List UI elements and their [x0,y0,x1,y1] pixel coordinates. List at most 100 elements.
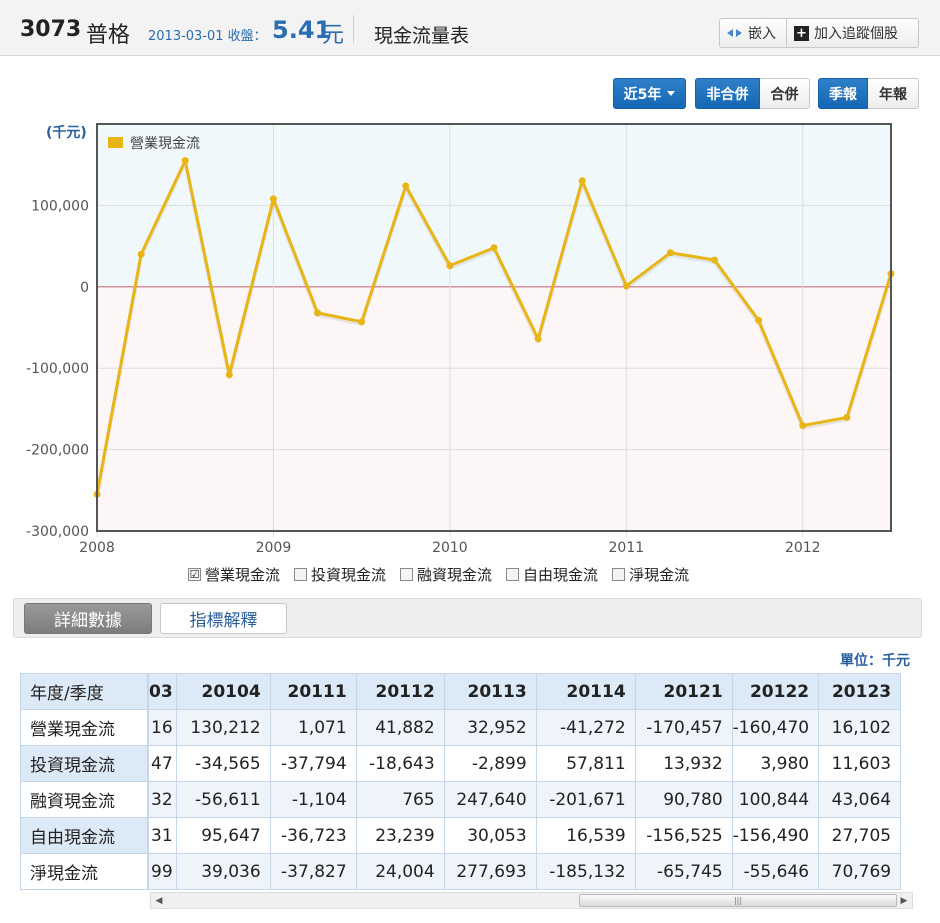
column-header: 20122 [731,673,820,710]
stock-id: 3073 [20,17,82,42]
table-cell: -37,794 [269,745,357,782]
table-cell: -37,827 [269,853,357,890]
data-point[interactable] [755,316,763,324]
data-point[interactable] [843,413,851,421]
chevron-down-icon [667,91,676,96]
table-cell: 70,769 [818,853,902,890]
negative-region [97,286,891,531]
table-cell: 27,705 [818,817,902,854]
cash-flow-table: 年度/季度 營業現金流 投資現金流 融資現金流 自由現金流 淨現金流 03 201… [20,673,913,891]
range-dropdown-label: 近5年 [623,86,662,103]
scroll-right-icon[interactable]: ▶ [900,895,908,906]
data-point[interactable] [402,182,410,190]
data-point[interactable] [578,177,586,185]
series-toggle-free[interactable]: 自由現金流 [506,564,598,584]
series-toggle-net[interactable]: 淨現金流 [612,564,689,584]
plus-icon: + [794,25,809,41]
table-cell: -156,490 [731,817,820,854]
embed-button[interactable]: 嵌入 [719,18,787,48]
plot-border [96,123,892,532]
series-toggle-label: 投資現金流 [311,565,387,584]
column-header: 20104 [175,673,271,710]
table-cell: 277,693 [443,853,537,890]
data-point[interactable] [314,309,322,317]
table-corner-header: 年度/季度 [20,673,148,710]
data-point[interactable] [269,195,277,203]
table-cell: 100,844 [731,781,820,818]
checkbox[interactable] [506,567,520,581]
data-point[interactable] [137,250,145,258]
table-unit-label: 單位：千元 [840,653,910,669]
checkbox[interactable] [294,567,308,581]
header-divider [353,15,354,43]
table-row: 31 95,647 -36,723 23,239 30,053 16,539 -156,52… [148,817,902,854]
range-dropdown[interactable]: 近5年 [613,78,686,109]
data-point[interactable] [358,318,366,326]
table-cell: 43,064 [818,781,902,818]
table-cell: 47 [148,745,177,782]
table-cell: 41,882 [355,709,445,746]
annual-toggle[interactable]: 年報 [868,78,919,109]
table-cell: -156,525 [634,817,733,854]
horizontal-scrollbar[interactable]: ◀ ||| ▶ [150,892,913,909]
column-header: 20121 [634,673,733,710]
row-label: 自由現金流 [20,817,148,854]
x-tick-label: 2011 [609,540,645,556]
column-header-row: 03 20104 20111 20112 20113 20114 20121 20122 201… [148,673,902,710]
consolidated-toggle[interactable]: 合併 [760,78,810,109]
series-toggle-operating[interactable]: ☑ 營業現金流 [188,564,280,584]
table-cell: 16,539 [535,817,636,854]
scroll-left-icon[interactable]: ◀ [155,895,163,906]
data-point[interactable] [666,249,674,257]
column-header: 20123 [818,673,902,710]
series-toggle-investing[interactable]: 投資現金流 [294,564,386,584]
table-cell: -56,611 [175,781,271,818]
x-tick-label: 2010 [432,540,468,556]
y-tick-label: -100,000 [26,361,89,377]
data-point[interactable] [799,422,807,430]
checkbox[interactable] [400,567,414,581]
row-header-column: 年度/季度 營業現金流 投資現金流 融資現金流 自由現金流 淨現金流 [20,673,148,890]
close-date-label: 2013-03-01 收盤： [148,29,267,44]
table-cell: -2,899 [443,745,537,782]
table-cell: 32,952 [443,709,537,746]
table-cell: 3,980 [731,745,820,782]
data-point[interactable] [711,256,719,264]
table-cell: -34,565 [175,745,271,782]
data-point[interactable] [181,157,189,165]
table-cell: 32 [148,781,177,818]
row-label: 投資現金流 [20,745,148,782]
table-row: 32 -56,611 -1,104 765 247,640 -201,671 90,780 1… [148,781,902,818]
table-row: 47 -34,565 -37,794 -18,643 -2,899 57,811 13,93… [148,745,902,782]
scrollbar-thumb[interactable]: ||| [579,894,897,907]
checkbox[interactable] [612,567,626,581]
series-toggle-financing[interactable]: 融資現金流 [400,564,492,584]
column-header: 20111 [269,673,357,710]
quarterly-toggle[interactable]: 季報 [818,78,868,109]
table-cell: 247,640 [443,781,537,818]
table-cell: -36,723 [269,817,357,854]
data-point[interactable] [490,244,498,252]
tab-indicator-explanation[interactable]: 指標解釋 [160,603,287,634]
x-tick-label: 2008 [79,540,115,556]
checkbox[interactable]: ☑ [188,567,201,581]
data-point[interactable] [446,262,454,270]
data-point[interactable] [534,335,542,343]
table-cell: 13,932 [634,745,733,782]
row-label: 營業現金流 [20,709,148,746]
table-cell: -41,272 [535,709,636,746]
non-consolidated-toggle[interactable]: 非合併 [695,78,760,109]
add-to-watchlist-button[interactable]: + 加入追蹤個股 [787,18,919,48]
stock-name: 普格 [86,23,131,48]
table-cell: 24,004 [355,853,445,890]
tab-detail-data[interactable]: 詳細數據 [24,603,152,634]
page-header: 3073 普格 2013-03-01 收盤： 5.41 元 現金流量表 嵌入 +… [0,0,940,56]
table-cell: 23,239 [355,817,445,854]
data-point[interactable] [225,371,233,379]
data-point[interactable] [622,282,630,290]
table-cell: -55,646 [731,853,820,890]
page-title: 現金流量表 [374,25,470,47]
y-tick-label: 100,000 [31,198,89,214]
table-cell: 57,811 [535,745,636,782]
